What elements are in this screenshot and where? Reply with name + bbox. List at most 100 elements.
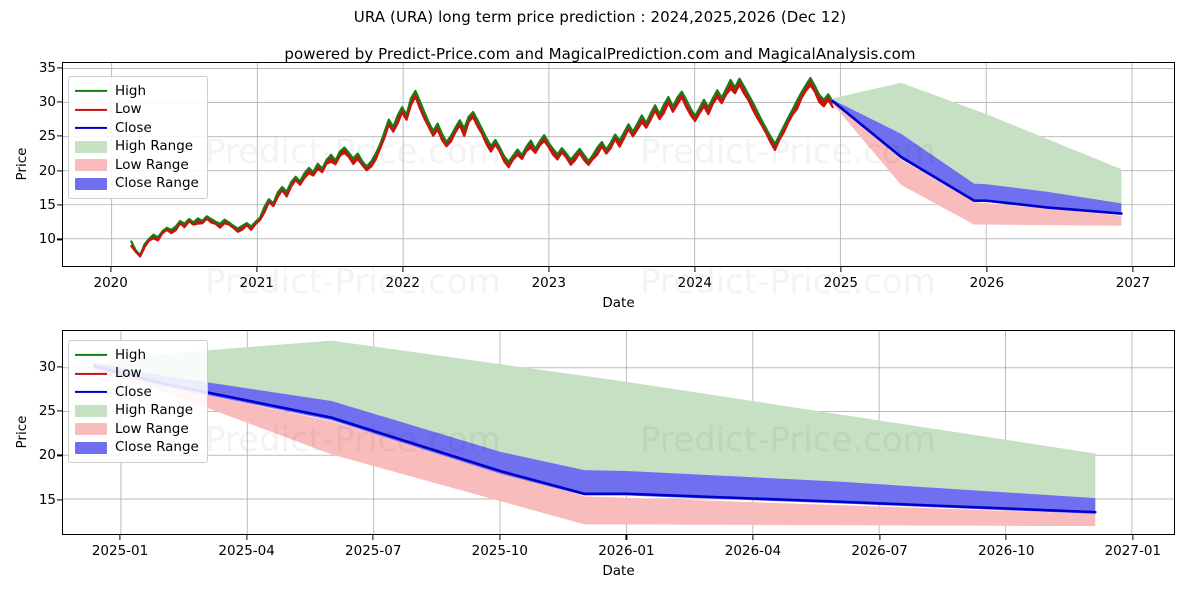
- y-tick-label: 15: [38, 197, 56, 214]
- legend-swatch-low-range-icon: [75, 159, 107, 172]
- bottom-chart-y-axis-label: Price: [14, 415, 30, 448]
- x-tick-mark: [499, 535, 501, 540]
- legend-label: High: [115, 346, 147, 363]
- legend-swatch-low-icon: [75, 367, 107, 380]
- chart-subtitle: powered by Predict-Price.com and Magical…: [284, 45, 916, 63]
- x-tick-label: 2027-01: [1104, 543, 1161, 559]
- legend-swatch-close-icon: [75, 386, 107, 399]
- legend-item[interactable]: Close: [75, 119, 199, 138]
- y-tick-label: 25: [38, 128, 56, 145]
- legend-swatch-high-range-icon: [75, 404, 107, 417]
- y-tick-label: 20: [38, 447, 56, 464]
- legend-label: Close Range: [115, 439, 199, 455]
- y-tick-mark: [57, 238, 62, 241]
- top-chart-x-axis-label: Date: [602, 295, 635, 311]
- legend-swatch-close-icon: [75, 122, 107, 135]
- x-tick-mark: [256, 267, 258, 272]
- x-tick-mark: [986, 267, 988, 272]
- legend-label: Low Range: [115, 420, 189, 437]
- x-tick-mark: [752, 535, 754, 540]
- x-tick-mark: [1132, 267, 1134, 272]
- legend-item[interactable]: Low: [75, 101, 199, 120]
- legend-label: Close: [115, 383, 152, 400]
- x-tick-label: 2026-10: [978, 543, 1035, 559]
- legend-label: Low Range: [115, 156, 189, 173]
- bottom-chart-legend: High Low Close High Range Low Range Close Ran…: [68, 340, 208, 463]
- y-tick-label: 35: [38, 59, 56, 76]
- legend-label: High Range: [115, 138, 194, 154]
- legend-item[interactable]: High: [75, 346, 199, 365]
- x-tick-label: 2025-07: [345, 543, 402, 559]
- y-tick-mark: [57, 101, 62, 103]
- x-tick-label: 2020: [93, 275, 128, 291]
- y-tick-mark: [57, 499, 62, 501]
- x-tick-mark: [548, 267, 550, 272]
- legend-swatch-high-icon: [75, 85, 107, 98]
- top-chart-y-axis-label: Price: [14, 147, 30, 180]
- legend-swatch-high-icon: [75, 349, 107, 362]
- legend-swatch-low-range-icon: [75, 423, 107, 436]
- x-tick-label: 2026-01: [598, 543, 655, 559]
- y-tick-label: 30: [38, 359, 56, 376]
- x-tick-label: 2021: [239, 275, 274, 291]
- legend-item[interactable]: Low: [75, 365, 199, 384]
- x-tick-mark: [119, 535, 121, 540]
- x-tick-label: 2025-01: [91, 543, 149, 559]
- legend-label: Low: [115, 101, 142, 117]
- bottom-chart-canvas: [63, 331, 1174, 534]
- x-tick-mark: [879, 535, 881, 540]
- x-tick-label: 2024: [677, 275, 712, 291]
- legend-item[interactable]: High Range: [75, 138, 199, 157]
- bottom-chart-x-axis-label: Date: [602, 563, 635, 579]
- legend-item[interactable]: Low Range: [75, 420, 199, 439]
- x-tick-label: 2025-10: [471, 543, 529, 559]
- x-tick-label: 2025-04: [218, 543, 275, 559]
- legend-item[interactable]: Close Range: [75, 439, 199, 458]
- y-tick-label: 25: [38, 403, 56, 420]
- x-tick-label: 2026: [969, 275, 1005, 291]
- y-tick-label: 20: [38, 162, 56, 179]
- legend-swatch-close-range-icon: [75, 177, 107, 190]
- legend-label: Close Range: [115, 175, 199, 191]
- legend-swatch-high-range-icon: [75, 140, 107, 153]
- legend-item[interactable]: Close Range: [75, 175, 199, 194]
- y-tick-mark: [57, 66, 62, 69]
- x-tick-mark: [402, 267, 404, 272]
- top-chart-legend: High Low Close High Range Low Range Close Ran…: [68, 76, 208, 199]
- y-tick-mark: [57, 366, 62, 368]
- x-tick-label: 2027: [1115, 275, 1151, 291]
- x-tick-mark: [1132, 535, 1134, 540]
- legend-label: High: [115, 82, 147, 99]
- legend-label: High Range: [115, 402, 194, 418]
- legend-item[interactable]: High: [75, 82, 199, 101]
- y-tick-mark: [57, 135, 62, 137]
- x-tick-mark: [372, 535, 374, 540]
- legend-item[interactable]: Low Range: [75, 156, 199, 175]
- y-tick-label: 15: [38, 491, 56, 508]
- legend-item[interactable]: Close: [75, 383, 199, 402]
- y-tick-label: 30: [38, 93, 56, 110]
- x-tick-label: 2026-07: [851, 543, 908, 559]
- legend-label: Low: [115, 365, 142, 381]
- y-tick-mark: [57, 454, 62, 457]
- x-tick-mark: [840, 267, 842, 272]
- x-tick-mark: [246, 535, 248, 540]
- x-tick-mark: [625, 535, 627, 540]
- legend-item[interactable]: High Range: [75, 402, 199, 421]
- top-chart-canvas: [63, 63, 1174, 266]
- x-tick-label: 2026-04: [724, 543, 782, 559]
- y-tick-mark: [57, 410, 62, 412]
- x-tick-mark: [694, 267, 696, 272]
- chart-title: URA (URA) long term price prediction : 2…: [353, 8, 847, 26]
- bottom-chart-plot-area: [62, 330, 1175, 535]
- x-tick-label: 2025: [823, 275, 859, 291]
- legend-swatch-low-icon: [75, 103, 107, 116]
- top-chart-plot-area: [62, 62, 1175, 267]
- x-tick-mark: [1005, 535, 1007, 540]
- x-tick-label: 2022: [385, 275, 420, 291]
- y-tick-label: 10: [38, 231, 56, 248]
- y-tick-mark: [57, 204, 62, 206]
- y-tick-mark: [57, 170, 62, 172]
- x-tick-mark: [110, 267, 112, 272]
